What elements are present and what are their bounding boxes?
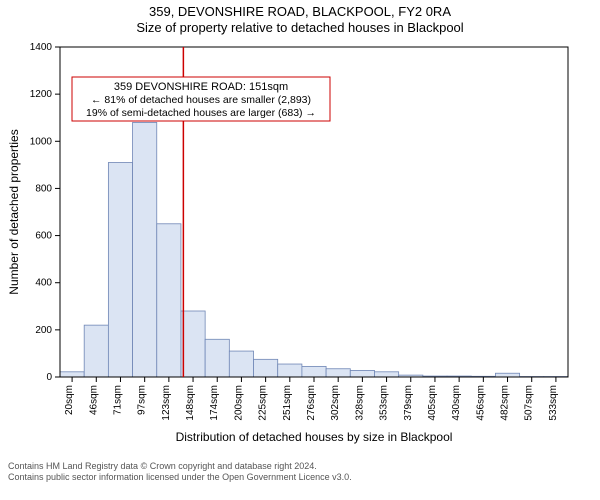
x-tick-label: 123sqm: [161, 385, 172, 421]
histogram-bar: [60, 371, 84, 376]
x-tick-label: 328sqm: [354, 385, 365, 421]
annotation-line-larger: 19% of semi-detached houses are larger (…: [86, 107, 316, 119]
y-tick-label: 800: [35, 183, 52, 194]
x-tick-label: 225sqm: [258, 385, 269, 421]
histogram-bar: [157, 223, 181, 376]
y-tick-label: 1400: [30, 42, 53, 53]
y-axis-label: Number of detached properties: [7, 129, 21, 294]
y-tick-label: 200: [35, 324, 52, 335]
y-tick-label: 0: [46, 372, 52, 383]
x-tick-label: 200sqm: [233, 385, 244, 421]
histogram-bar: [205, 339, 229, 377]
x-tick-label: 430sqm: [451, 385, 462, 421]
x-tick-label: 71sqm: [112, 385, 123, 415]
y-tick-label: 1200: [30, 89, 53, 100]
chart-title-line2: Size of property relative to detached ho…: [0, 20, 600, 36]
footer-copyright-line1: Contains HM Land Registry data © Crown c…: [8, 461, 592, 472]
annotation-title: 359 DEVONSHIRE ROAD: 151sqm: [114, 81, 288, 93]
plot-wrapper: 0 200 400 600 800 1000 1200 1400 20sqm 46sqm 71sqm…: [0, 37, 600, 457]
x-tick-label: 46sqm: [88, 385, 99, 415]
histogram-bar: [495, 373, 519, 377]
chart-title-line1: 359, DEVONSHIRE ROAD, BLACKPOOL, FY2 0RA: [0, 4, 600, 20]
histogram-bar: [254, 359, 278, 377]
x-tick-label: 276sqm: [306, 385, 317, 421]
x-tick-label: 20sqm: [64, 385, 75, 415]
histogram-bar: [350, 370, 374, 377]
y-tick-label: 1000: [30, 136, 53, 147]
histogram-bar: [181, 311, 205, 377]
x-tick-label: 148sqm: [185, 385, 196, 421]
x-tick-label: 97sqm: [137, 385, 148, 415]
histogram-bar: [229, 351, 253, 377]
histogram-bar: [326, 368, 350, 376]
x-tick-label: 533sqm: [548, 385, 559, 421]
histogram-bar: [108, 162, 132, 377]
x-tick-label: 379sqm: [403, 385, 414, 421]
footer-copyright-line2: Contains public sector information licen…: [8, 472, 592, 483]
x-tick-label: 174sqm: [209, 385, 220, 421]
y-tick-label: 600: [35, 230, 52, 241]
histogram-bar: [278, 364, 302, 377]
annotation-line-smaller: ← 81% of detached houses are smaller (2,…: [91, 94, 311, 106]
histogram-bar: [133, 122, 157, 377]
x-tick-label: 405sqm: [427, 385, 438, 421]
x-tick-label: 302sqm: [330, 385, 341, 421]
histogram-bar: [302, 366, 326, 377]
x-tick-label: 456sqm: [475, 385, 486, 421]
histogram-bar: [84, 325, 108, 377]
x-tick-label: 482sqm: [500, 385, 511, 421]
x-tick-label: 353sqm: [379, 385, 390, 421]
x-tick-label: 251sqm: [282, 385, 293, 421]
x-tick-label: 507sqm: [524, 385, 535, 421]
histogram-bar: [374, 371, 398, 376]
histogram-chart: 0 200 400 600 800 1000 1200 1400 20sqm 46sqm 71sqm…: [0, 37, 600, 455]
x-axis-label: Distribution of detached houses by size …: [176, 430, 453, 444]
y-tick-label: 400: [35, 277, 52, 288]
